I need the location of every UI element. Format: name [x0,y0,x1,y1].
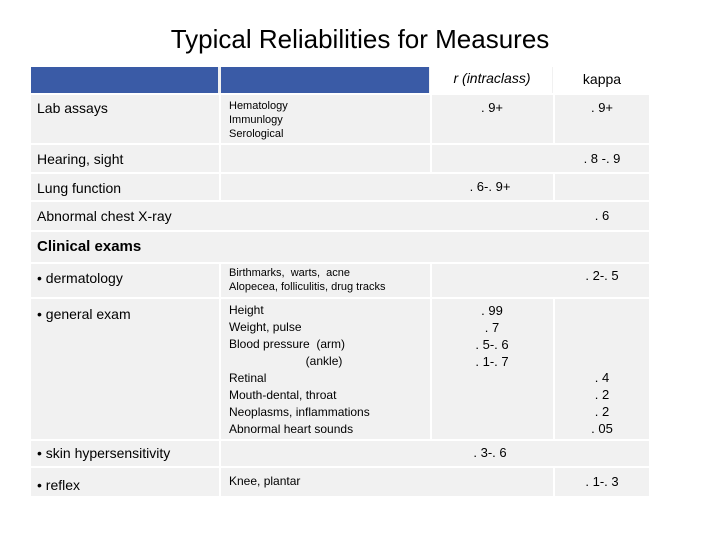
general-exam-r-values: . 99 . 7 . 5-. 6 . 1-. 7 [475,303,509,369]
row-label-skin-hypersensitivity: • skin hypersensitivity [37,445,171,461]
dermatology-kappa-value: . 2-. 5 [585,268,619,283]
header-cell-kappa [555,67,649,93]
hearing-kappa-value: . 8 -. 9 [583,151,621,166]
lab-assays-r-value: . 9+ [480,100,504,115]
skin-hypersensitivity-value: . 3-. 6 [473,445,507,460]
row-label-reflex: • reflex [37,477,81,493]
row-detail-general-exam: Height Weight, pulse Blood pressure (arm… [229,303,370,436]
lab-assays-kappa-value: . 9+ [590,100,614,115]
header-cell-label [31,67,218,93]
column-header-kappa: kappa [582,71,622,87]
clinical-exams-heading: Clinical exams [37,238,142,255]
row-detail-reflex: Knee, plantar [229,474,301,488]
row-detail-dermatology: Birthmarks, warts, acne Alopecea, follic… [229,267,386,293]
chest-xray-kappa-value: . 6 [594,208,610,223]
row-label-dermatology: • dermatology [37,270,123,286]
header-cell-r [432,67,552,93]
slide-title: Typical Reliabilities for Measures [170,24,550,54]
row-label-chest-xray: Abnormal chest X-ray [37,208,172,224]
general-exam-kappa-values: . 4 . 2 . 2 . 05 [591,370,613,436]
lung-function-value: . 6-. 9+ [469,179,511,194]
row-label-general-exam: • general exam [37,306,131,322]
row-label-hearing-sight: Hearing, sight [37,151,124,167]
row-label-lab-assays: Lab assays [37,100,108,116]
reliability-table [31,67,649,496]
header-cell-detail [221,67,429,93]
row-label-lung-function: Lung function [37,180,122,196]
row-detail-lab-assays: Hematology Immunlogy Serological [229,100,288,140]
reflex-kappa-value: . 1-. 3 [585,474,619,489]
column-header-r: r (intraclass) [453,70,531,86]
